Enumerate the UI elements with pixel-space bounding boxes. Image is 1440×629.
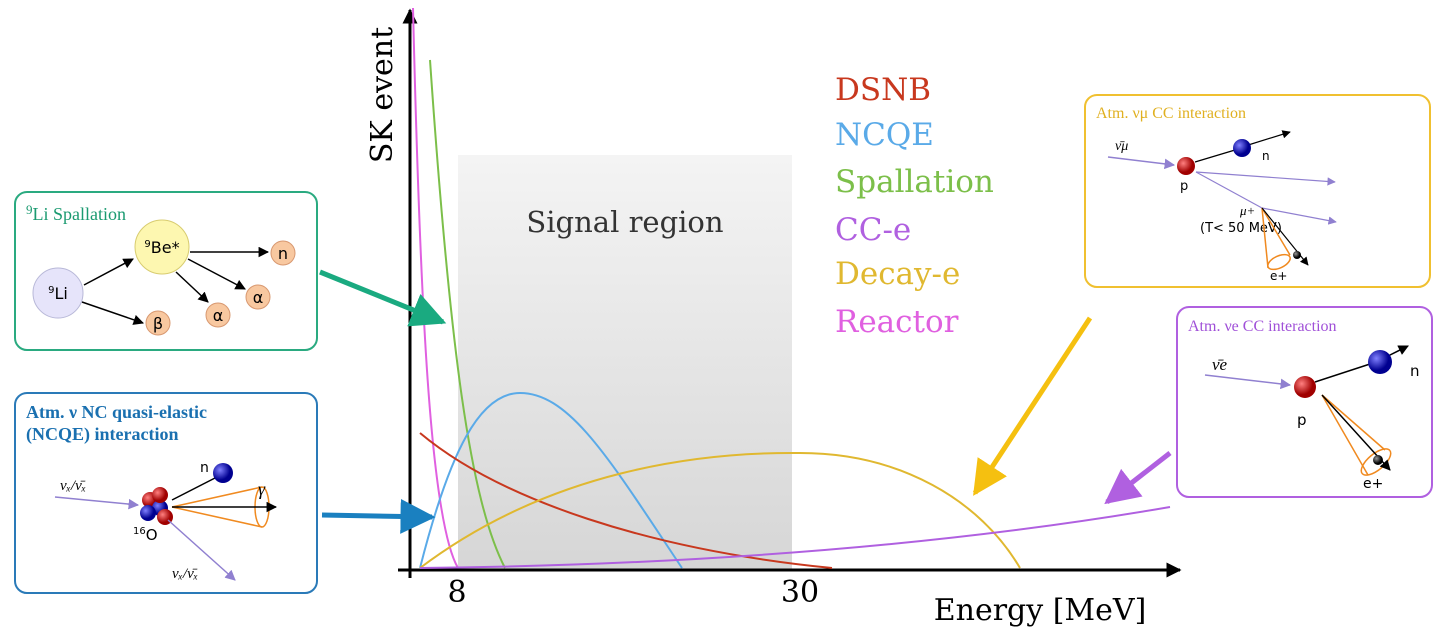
proton-label: p — [1297, 411, 1307, 429]
box-title: 9Li Spallation — [26, 202, 126, 224]
nue-cc-box: Atm. νe CC interaction ν̄e p n e+ — [1177, 307, 1432, 497]
proton — [1177, 157, 1195, 175]
positron — [1293, 251, 1301, 259]
neutron-label: n — [1410, 362, 1420, 380]
pointer-arrow — [322, 515, 432, 517]
li-spallation-box: 9Li Spallation 9Li 9Be* n α α β — [15, 192, 317, 350]
neutron — [213, 463, 233, 483]
reactor-curve — [413, 8, 458, 568]
legend-entry: NCQE — [835, 117, 934, 153]
label: Li — [55, 284, 68, 303]
particle-label: α — [213, 306, 224, 325]
signal-region-label: Signal region — [526, 205, 723, 239]
neutron-label: n — [200, 460, 209, 476]
gamma-label: γ — [258, 479, 266, 499]
positron-label: e+ — [1363, 476, 1383, 492]
particle-label: n — [278, 244, 288, 263]
box-title: (NCQE) interaction — [26, 424, 178, 445]
neutron — [1368, 350, 1392, 374]
superscript: 16 — [133, 526, 146, 537]
particle-label: β — [153, 314, 163, 333]
box-title: Atm. νe CC interaction — [1188, 318, 1337, 335]
legend-entry: Spallation — [835, 164, 994, 200]
label: O — [146, 526, 158, 544]
box-frame — [1177, 307, 1432, 497]
incoming-label: ν̄μ — [1115, 139, 1128, 154]
particle-label: α — [253, 288, 264, 307]
neutron-label: n — [1262, 149, 1270, 163]
box-title: Atm. νμ CC interaction — [1096, 105, 1246, 122]
pointer-arrow — [975, 318, 1090, 493]
title-text: Li Spallation — [33, 204, 127, 224]
x-tick-label: 8 — [447, 575, 466, 610]
nucleon — [140, 505, 156, 521]
page: { "axis": {"y_label": "SK event", "x_lab… — [0, 0, 1440, 629]
positron — [1373, 455, 1383, 465]
legend-entry: Reactor — [835, 304, 959, 340]
muon-label: μ+ — [1239, 203, 1255, 218]
legend-entry: Decay-e — [835, 256, 960, 292]
diagram: Signal region SK event Energy [MeV] 8 30… — [0, 0, 1440, 629]
pointer-arrow — [1107, 453, 1170, 502]
x-axis-label: Energy [MeV] — [934, 593, 1147, 628]
legend-entry: DSNB — [835, 72, 931, 108]
ncqe-box: Atm. ν NC quasi-elastic (NCQE) interacti… — [15, 393, 317, 593]
outgoing-label: νₓ/ν̄ₓ — [172, 566, 198, 582]
numu-cc-box: Atm. νμ CC interaction ν̄μ p n μ+ (T< 50… — [1085, 95, 1430, 287]
incoming-label: νₓ/ν̄ₓ — [60, 478, 86, 494]
box-title: Atm. ν NC quasi-elastic — [26, 402, 207, 422]
x-tick-label: 30 — [781, 575, 819, 610]
muon-energy-label: (T< 50 MeV) — [1200, 221, 1282, 236]
neutron — [1233, 139, 1251, 157]
proton-label: p — [1180, 179, 1188, 194]
proton — [1294, 376, 1316, 398]
legend-entry: CC-e — [835, 212, 911, 248]
box-frame — [1085, 95, 1430, 287]
y-axis-label: SK event — [365, 27, 400, 163]
positron-label: e+ — [1270, 269, 1287, 283]
label: Be* — [151, 238, 180, 257]
nucleon — [152, 487, 168, 503]
pointer-arrow — [320, 272, 443, 322]
incoming-label: ν̄e — [1212, 355, 1228, 374]
